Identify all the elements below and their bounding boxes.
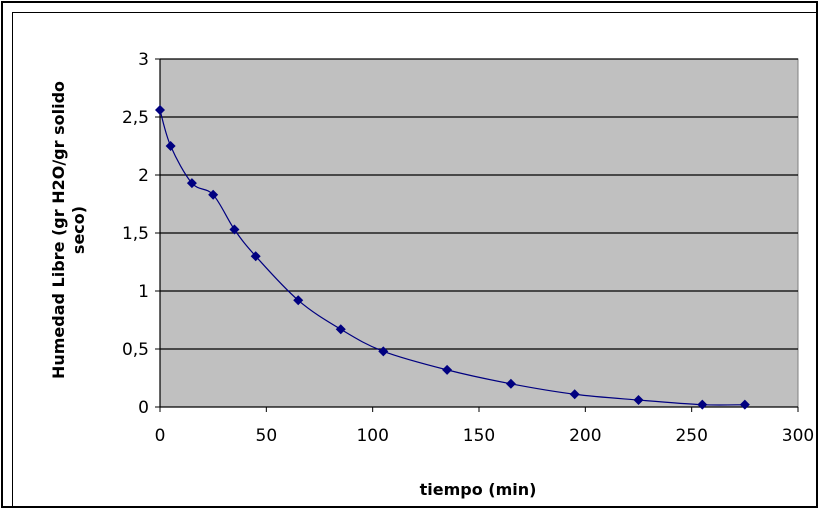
series-layer	[155, 105, 750, 410]
x-tick-label-0: 0	[155, 426, 166, 446]
series-0-line	[159, 109, 745, 406]
tick-labels: 0 0,5 1 1,5 2 2,5 3 0 50 100 150 200 250 300	[122, 50, 814, 446]
data-point-1	[165, 141, 176, 151]
data-point-13	[697, 399, 708, 410]
x-tick-label-6: 300	[782, 426, 814, 446]
data-point-10	[505, 378, 516, 389]
data-point-8	[378, 346, 389, 357]
gridlines	[160, 58, 798, 350]
data-point-12	[633, 395, 644, 406]
x-tick-label-5: 250	[675, 426, 707, 446]
data-point-5	[250, 251, 261, 262]
x-tick-label-4: 200	[569, 426, 601, 446]
y-tick-label-5: 2,5	[122, 108, 149, 128]
y-tick-label-2: 1	[138, 282, 149, 302]
y-tick-label-0: 0	[138, 398, 149, 418]
y-tick-label-6: 3	[138, 50, 149, 70]
y-tick-label-1: 0,5	[122, 340, 149, 360]
y-axis-title-line-2: seco)	[69, 206, 88, 254]
y-tick-label-3: 1,5	[122, 224, 149, 244]
data-point-4	[229, 224, 240, 235]
data-point-9	[442, 364, 453, 375]
axes	[155, 58, 799, 412]
data-point-7	[335, 324, 346, 335]
data-point-3	[208, 189, 219, 200]
x-axis-title: tiempo (min)	[420, 480, 537, 499]
x-tick-label-3: 150	[463, 426, 495, 446]
data-point-11	[569, 389, 580, 400]
data-point-14	[739, 399, 750, 410]
chart-area	[12, 12, 818, 508]
x-tick-label-2: 100	[356, 426, 388, 446]
y-axis-title: Humedad Libre (gr H2O/gr solido seco)	[49, 81, 88, 379]
x-tick-label-1: 50	[256, 426, 278, 446]
y-tick-label-4: 2	[138, 166, 149, 186]
data-point-0	[155, 105, 165, 116]
data-point-2	[186, 178, 197, 189]
y-axis-title-line-1: Humedad Libre (gr H2O/gr solido	[49, 81, 68, 379]
data-point-6	[293, 295, 304, 306]
